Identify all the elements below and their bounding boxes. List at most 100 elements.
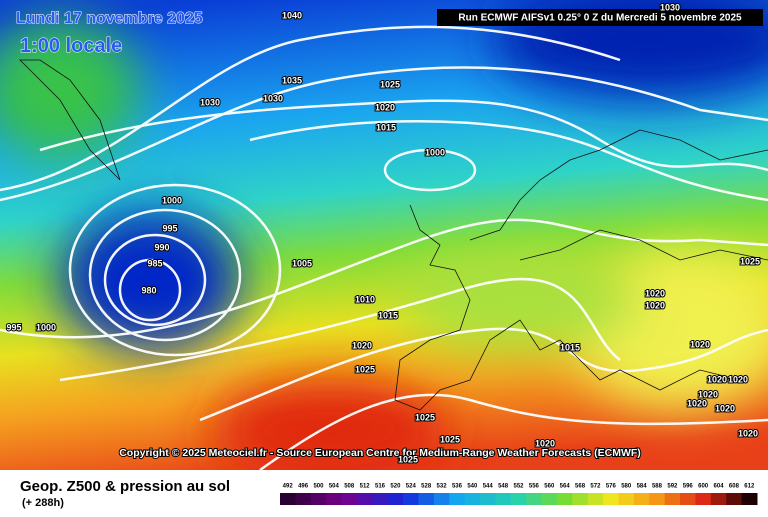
legend-swatch bbox=[510, 493, 527, 505]
isobar-label: 1025 bbox=[380, 79, 400, 89]
legend-swatch bbox=[633, 493, 650, 505]
legend-label: 540 bbox=[467, 484, 478, 490]
legend-swatch bbox=[572, 493, 589, 505]
legend-label: 572 bbox=[590, 484, 601, 490]
legend-label: 528 bbox=[421, 484, 432, 490]
legend-label: 556 bbox=[529, 484, 540, 490]
legend-swatch bbox=[603, 493, 620, 505]
isobar-label: 1030 bbox=[200, 97, 220, 107]
legend-label: 504 bbox=[329, 484, 340, 490]
legend-swatch bbox=[541, 493, 558, 505]
legend-label: 604 bbox=[714, 484, 725, 490]
isobar-label: 1020 bbox=[687, 398, 707, 408]
legend-label: 588 bbox=[652, 484, 663, 490]
legend-label: 568 bbox=[575, 484, 586, 490]
isobar-label: 1020 bbox=[375, 102, 395, 112]
isobar-label: 1025 bbox=[740, 256, 760, 266]
legend-swatch bbox=[387, 493, 404, 505]
isobar-label: 1040 bbox=[282, 10, 302, 20]
legend-label: 548 bbox=[498, 484, 509, 490]
legend-swatch bbox=[403, 493, 419, 505]
legend-label: 532 bbox=[437, 484, 448, 490]
legend-swatch bbox=[356, 493, 373, 505]
legend-label: 592 bbox=[667, 484, 678, 490]
isobar-label: 1015 bbox=[560, 342, 580, 352]
legend-swatch bbox=[680, 493, 696, 505]
legend-label: 576 bbox=[606, 484, 617, 490]
run-box bbox=[437, 9, 763, 26]
legend-label: 580 bbox=[621, 484, 632, 490]
map-background bbox=[0, 0, 768, 480]
isobar-label: 1020 bbox=[690, 339, 710, 349]
isobar-label: 995 bbox=[6, 322, 21, 332]
isobar-label: 1000 bbox=[162, 195, 182, 205]
isobar-label: 1025 bbox=[415, 412, 435, 422]
legend-swatch bbox=[495, 493, 512, 505]
legend-swatch bbox=[618, 493, 635, 505]
legend-label: 496 bbox=[298, 484, 309, 490]
legend-swatch bbox=[741, 493, 758, 505]
legend-swatch bbox=[710, 493, 727, 505]
footer-lead: (+ 288h) bbox=[22, 497, 64, 509]
legend-label: 552 bbox=[513, 484, 524, 490]
legend-swatch bbox=[464, 493, 481, 505]
legend-swatch bbox=[726, 493, 743, 505]
isobar-label: 1020 bbox=[715, 403, 735, 413]
isobar-label: 1030 bbox=[263, 93, 283, 103]
legend-label: 500 bbox=[313, 484, 324, 490]
run-info: Run ECMWF AIFSv1 0.25° 0 Z du Mercredi 5… bbox=[458, 13, 742, 24]
isobar-label: 1035 bbox=[282, 75, 302, 85]
legend-label: 492 bbox=[283, 484, 294, 490]
color-legend: 492 496 500 504 508 512 516 520 524 528 532 536 540 5… bbox=[280, 484, 758, 505]
legend-swatch bbox=[433, 493, 450, 505]
copyright: Copyright © 2025 Meteociel.fr - Source E… bbox=[119, 447, 641, 459]
isobar-label: 1025 bbox=[398, 454, 418, 464]
legend-label: 508 bbox=[344, 484, 355, 490]
isobar-label: 1010 bbox=[355, 294, 375, 304]
legend-swatch bbox=[372, 493, 389, 505]
legend-swatch bbox=[649, 493, 666, 505]
legend-label: 560 bbox=[544, 484, 555, 490]
isobar-labels: 1040 1030 1035 1030 1030 1025 1020 1015 1000 1000… bbox=[5, 1, 761, 465]
isobar-label: 1020 bbox=[535, 438, 555, 448]
legend-swatch bbox=[664, 493, 681, 505]
isobar-label: 1020 bbox=[738, 428, 758, 438]
isobar-label: 1020 bbox=[728, 374, 748, 384]
isobar-label: 1000 bbox=[425, 147, 445, 157]
legend-label: 612 bbox=[744, 484, 755, 490]
legend-label: 536 bbox=[452, 484, 463, 490]
isobar-label: 1020 bbox=[352, 340, 372, 350]
legend-swatch bbox=[310, 493, 327, 505]
isobar-label: 980 bbox=[141, 285, 156, 295]
legend-label: 516 bbox=[375, 484, 386, 490]
legend-label: 600 bbox=[698, 484, 709, 490]
legend-swatch bbox=[418, 493, 435, 505]
footer-title: Geop. Z500 & pression au sol bbox=[20, 478, 230, 495]
isobar-label: 1025 bbox=[440, 434, 460, 444]
legend-swatch bbox=[526, 493, 543, 505]
isobar-label: 1020 bbox=[698, 389, 718, 399]
isobar-label: 990 bbox=[154, 242, 169, 252]
legend-swatch bbox=[695, 493, 712, 505]
isobar-label: 1020 bbox=[645, 288, 665, 298]
legend-swatch bbox=[449, 493, 466, 505]
forecast-time: 1:00 locale bbox=[20, 35, 122, 57]
legend-label: 512 bbox=[360, 484, 371, 490]
legend-swatch bbox=[341, 493, 358, 505]
legend-swatch bbox=[295, 493, 312, 505]
isobar-label: 1015 bbox=[378, 310, 398, 320]
legend-label: 596 bbox=[683, 484, 694, 490]
isobar-label: 1020 bbox=[645, 300, 665, 310]
isobar-label: 1020 bbox=[707, 374, 727, 384]
legend-label: 524 bbox=[406, 484, 417, 490]
isobar-label: 1030 bbox=[660, 2, 680, 12]
isobar-label: 1025 bbox=[355, 364, 375, 374]
legend-swatch bbox=[280, 493, 296, 505]
forecast-date: Lundi 17 novembre 2025 bbox=[16, 10, 203, 27]
isobar-label: 1005 bbox=[292, 258, 312, 268]
legend-swatch bbox=[556, 493, 573, 505]
legend-label: 520 bbox=[390, 484, 401, 490]
legend-label: 564 bbox=[560, 484, 571, 490]
legend-swatch bbox=[326, 493, 343, 505]
